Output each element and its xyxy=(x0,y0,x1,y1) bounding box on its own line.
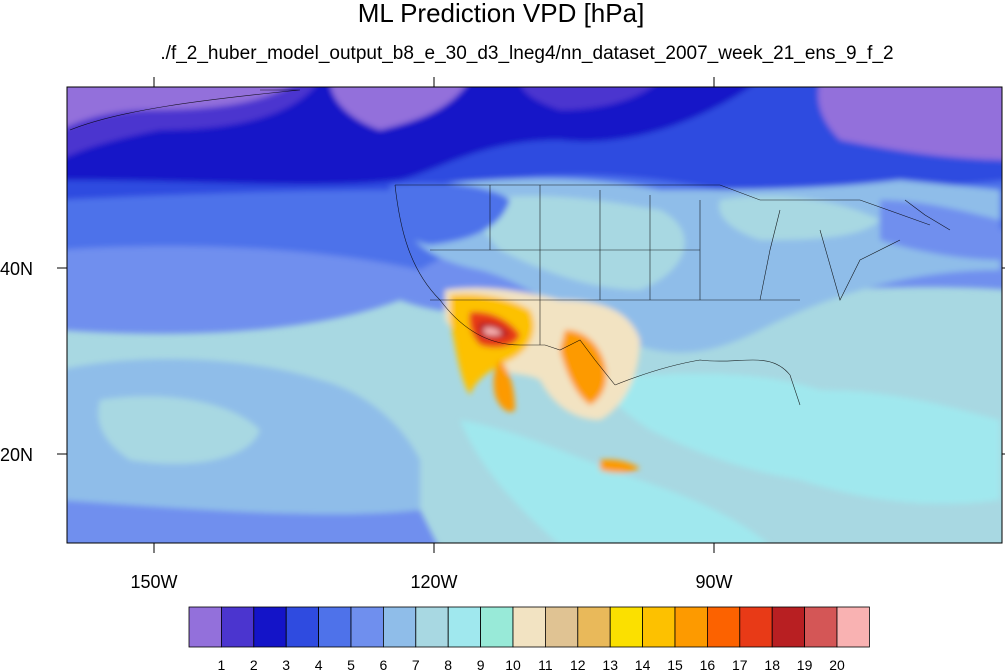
axis-ticks xyxy=(57,77,1005,553)
colorbar-swatch xyxy=(836,606,870,648)
colorbar-label: 7 xyxy=(412,657,420,672)
colorbar-label: 8 xyxy=(444,657,452,672)
colorbar xyxy=(188,606,870,648)
colorbar-swatch xyxy=(771,606,806,648)
colorbar-swatch xyxy=(577,606,611,648)
colorbar-label: 13 xyxy=(602,657,618,672)
colorbar-swatch xyxy=(447,606,482,648)
map-subtitle: ./f_2_huber_model_output_b8_e_30_d3_lneg… xyxy=(160,43,893,64)
colorbar-swatch xyxy=(804,606,838,648)
colorbar-swatch xyxy=(382,606,417,648)
colorbar-label: 11 xyxy=(538,657,553,672)
colorbar-swatch xyxy=(739,606,773,648)
colorbar-swatch xyxy=(318,606,352,648)
colorbar-swatch xyxy=(415,606,449,648)
y-tick-label-20n: 20N xyxy=(0,445,33,465)
colorbar-swatch xyxy=(545,606,579,648)
colorbar-swatch xyxy=(609,606,644,648)
colorbar-swatch xyxy=(253,606,287,648)
x-tick-label-120w: 120W xyxy=(410,572,457,592)
y-tick-label-40n: 40N xyxy=(0,259,33,279)
colorbar-label: 12 xyxy=(570,657,586,672)
colorbar-swatch xyxy=(188,606,222,648)
colorbar-label: 9 xyxy=(477,657,485,672)
colorbar-labels: 1 2 3 4 5 6 7 8 9 10 11 12 13 14 15 16 17 18 19 20 xyxy=(218,657,845,672)
colorbar-label: 1 xyxy=(218,657,226,672)
x-tick-label-150w: 150W xyxy=(130,572,177,592)
colorbar-label: 18 xyxy=(764,657,780,672)
colorbar-label: 5 xyxy=(347,657,355,672)
x-tick-label-90w: 90W xyxy=(695,572,732,592)
colorbar-label: 4 xyxy=(315,657,323,672)
colorbar-swatch xyxy=(480,606,514,648)
colorbar-swatch xyxy=(285,606,320,648)
colorbar-label: 15 xyxy=(667,657,683,672)
colorbar-label: 10 xyxy=(505,657,521,672)
colorbar-label: 14 xyxy=(635,657,651,672)
colorbar-label: 19 xyxy=(797,657,813,672)
colorbar-swatch xyxy=(642,606,676,648)
colorbar-label: 2 xyxy=(250,657,258,672)
colorbar-swatch xyxy=(707,606,741,648)
colorbar-swatch xyxy=(512,606,546,648)
map-title: ML Prediction VPD [hPa] xyxy=(358,0,645,28)
colorbar-swatch xyxy=(350,606,384,648)
colorbar-label: 17 xyxy=(732,657,748,672)
colorbar-swatch xyxy=(674,606,708,648)
map-frame xyxy=(66,86,1003,544)
colorbar-label: 20 xyxy=(829,657,845,672)
colorbar-label: 16 xyxy=(700,657,716,672)
colorbar-label: 6 xyxy=(380,657,388,672)
colorbar-label: 3 xyxy=(282,657,290,672)
vpd-contour-map xyxy=(67,87,1002,543)
colorbar-swatch xyxy=(220,606,255,648)
